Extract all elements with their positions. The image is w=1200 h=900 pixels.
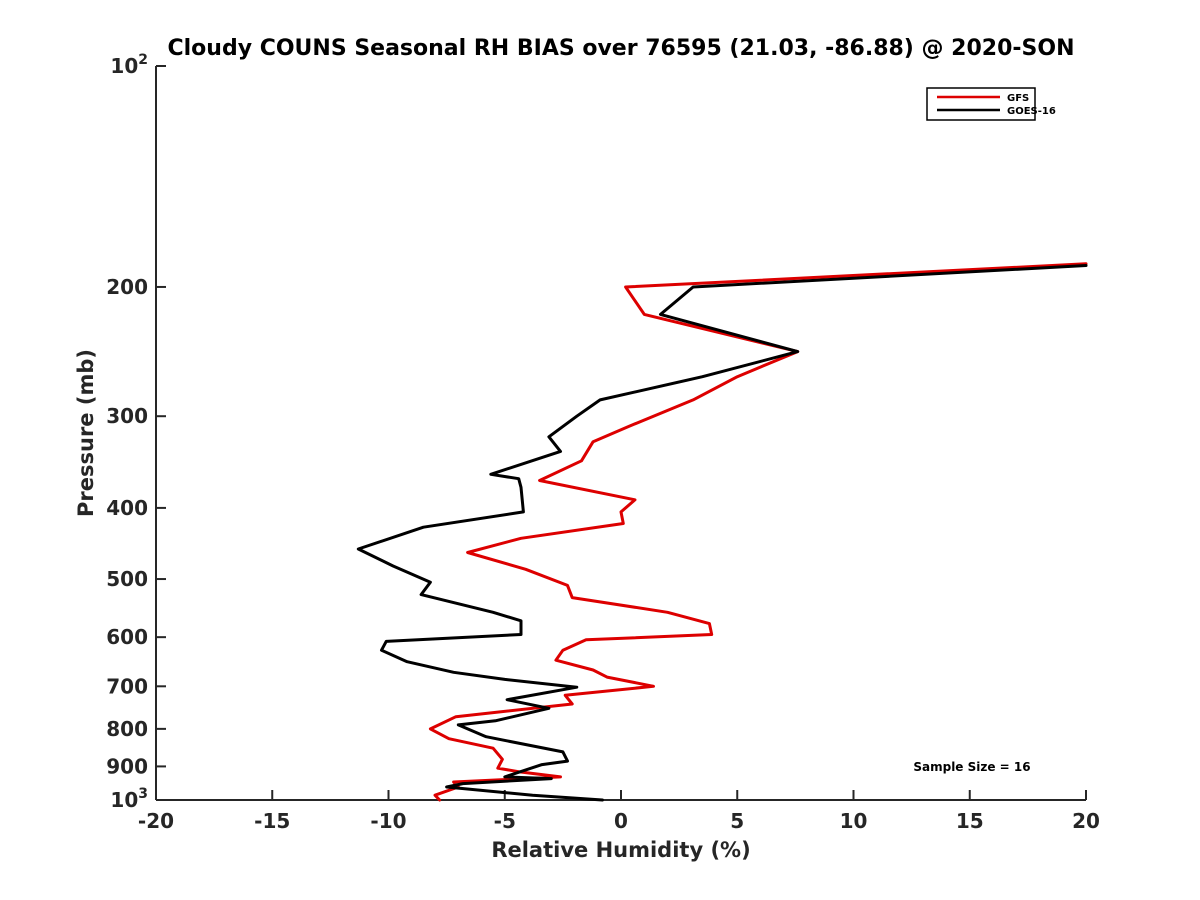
series-line-gfs <box>428 262 1088 802</box>
y-tick-base: 10 <box>110 54 138 78</box>
x-axis: -20 -15 -10 -5 0 5 10 15 20 <box>138 790 1100 833</box>
y-tick-label: 500 <box>106 567 148 591</box>
x-tick-label: 0 <box>614 809 628 833</box>
y-tick-label: 600 <box>106 625 148 649</box>
y-axis-label: Pressure (mb) <box>74 349 98 517</box>
x-tick-label: -5 <box>494 809 516 833</box>
legend: GFS GOES-16 <box>926 87 1056 121</box>
y-tick-label: 900 <box>106 754 148 778</box>
y-tick-base: 10 <box>110 788 138 812</box>
y-tick-label: 102 <box>110 52 148 78</box>
x-tick-label: 15 <box>956 809 984 833</box>
y-tick-exponent: 2 <box>138 52 148 68</box>
series-layer <box>356 262 1088 802</box>
y-tick-exponent: 3 <box>138 786 148 802</box>
x-axis-label: Relative Humidity (%) <box>491 838 750 862</box>
x-tick-label: -15 <box>254 809 290 833</box>
x-tick-label: 5 <box>730 809 744 833</box>
y-tick-label: 300 <box>106 404 148 428</box>
legend-label-gfs: GFS <box>1007 93 1029 104</box>
x-tick-label: 20 <box>1072 809 1100 833</box>
y-tick-label: 800 <box>106 717 148 741</box>
y-tick-label: 103 <box>110 786 148 812</box>
legend-box <box>926 87 1036 121</box>
y-tick-label: 700 <box>106 674 148 698</box>
y-tick-label: 400 <box>106 496 148 520</box>
x-tick-label: -10 <box>370 809 406 833</box>
series-line-goes16 <box>356 264 1088 802</box>
chart-title: Cloudy COUNS Seasonal RH BIAS over 76595… <box>167 36 1074 61</box>
y-tick-label: 200 <box>106 275 148 299</box>
sample-size-annotation: Sample Size = 16 <box>913 760 1030 774</box>
x-tick-label: 10 <box>840 809 868 833</box>
x-tick-label: -20 <box>138 809 174 833</box>
legend-label-goes16: GOES-16 <box>1007 106 1056 117</box>
